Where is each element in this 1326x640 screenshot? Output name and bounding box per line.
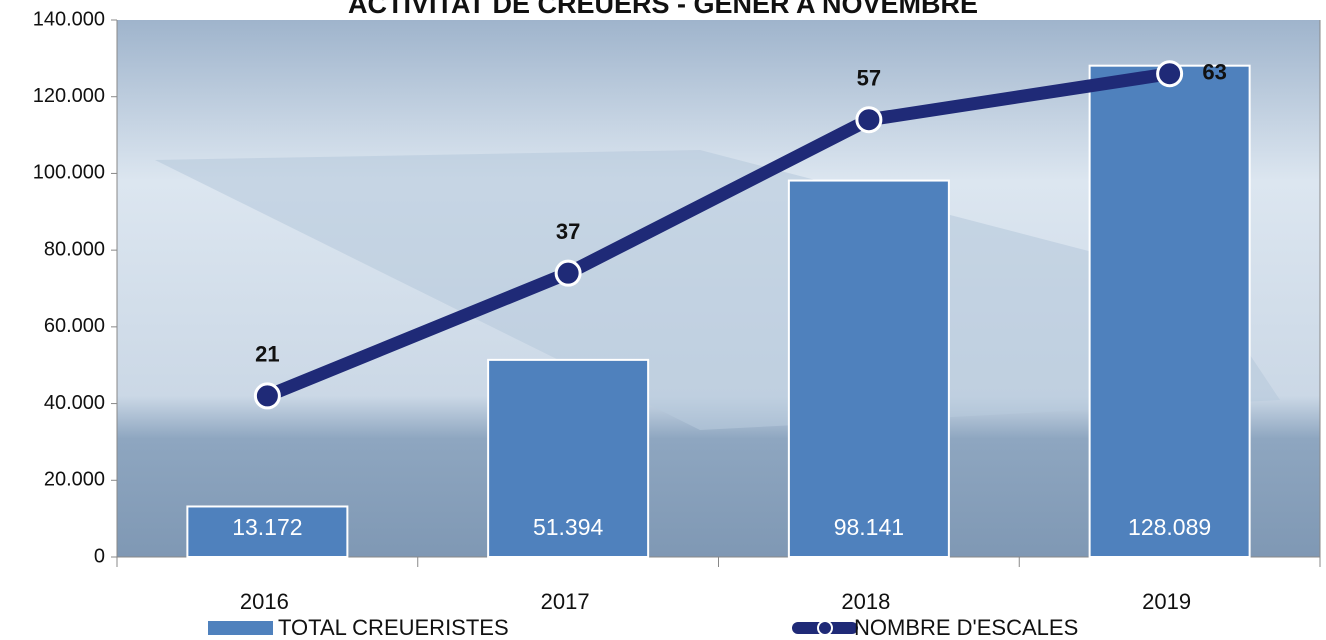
legend-swatch [208, 621, 273, 635]
legend-swatch-marker [817, 620, 833, 636]
bar [1088, 64, 1251, 558]
line-marker [1156, 60, 1184, 88]
line-value-label: 57 [857, 66, 881, 91]
line-marker [855, 106, 883, 134]
line-marker [554, 259, 582, 287]
bar-value-label: 13.172 [232, 514, 302, 540]
y-tick-label: 120.000 [33, 85, 105, 107]
x-tick-label: 2016 [240, 589, 289, 614]
bar-value-label: 128.089 [1128, 514, 1211, 540]
x-tick-label: 2017 [541, 589, 590, 614]
bar [487, 358, 650, 559]
line [264, 67, 1171, 402]
line-value-label: 37 [556, 219, 580, 244]
x-tick-label: 2019 [1142, 589, 1191, 614]
y-tick-label: 20.000 [44, 469, 105, 491]
y-tick-label: 80.000 [44, 238, 105, 260]
y-tick-label: 0 [94, 545, 105, 567]
y-tick-label: 60.000 [44, 315, 105, 337]
x-tick-label: 2018 [841, 589, 890, 614]
legend-label: NOMBRE D'ESCALES [854, 615, 1078, 640]
y-tick-label: 100.000 [33, 162, 105, 184]
line-value-label: 21 [255, 342, 279, 367]
bar [787, 179, 950, 558]
chart-title: ACTIVITAT DE CREUERS - GENER A NOVEMBRE [348, 0, 978, 19]
bar-value-label: 51.394 [533, 514, 604, 540]
bar [186, 505, 349, 559]
legend-label: TOTAL CREUERISTES [278, 615, 509, 640]
line-marker [253, 382, 281, 410]
ship-image [155, 150, 1280, 430]
y-tick-label: 40.000 [44, 392, 105, 414]
y-tick-label: 140.000 [33, 8, 105, 30]
line-value-label: 63 [1202, 60, 1226, 85]
bar-value-label: 98.141 [834, 514, 904, 540]
